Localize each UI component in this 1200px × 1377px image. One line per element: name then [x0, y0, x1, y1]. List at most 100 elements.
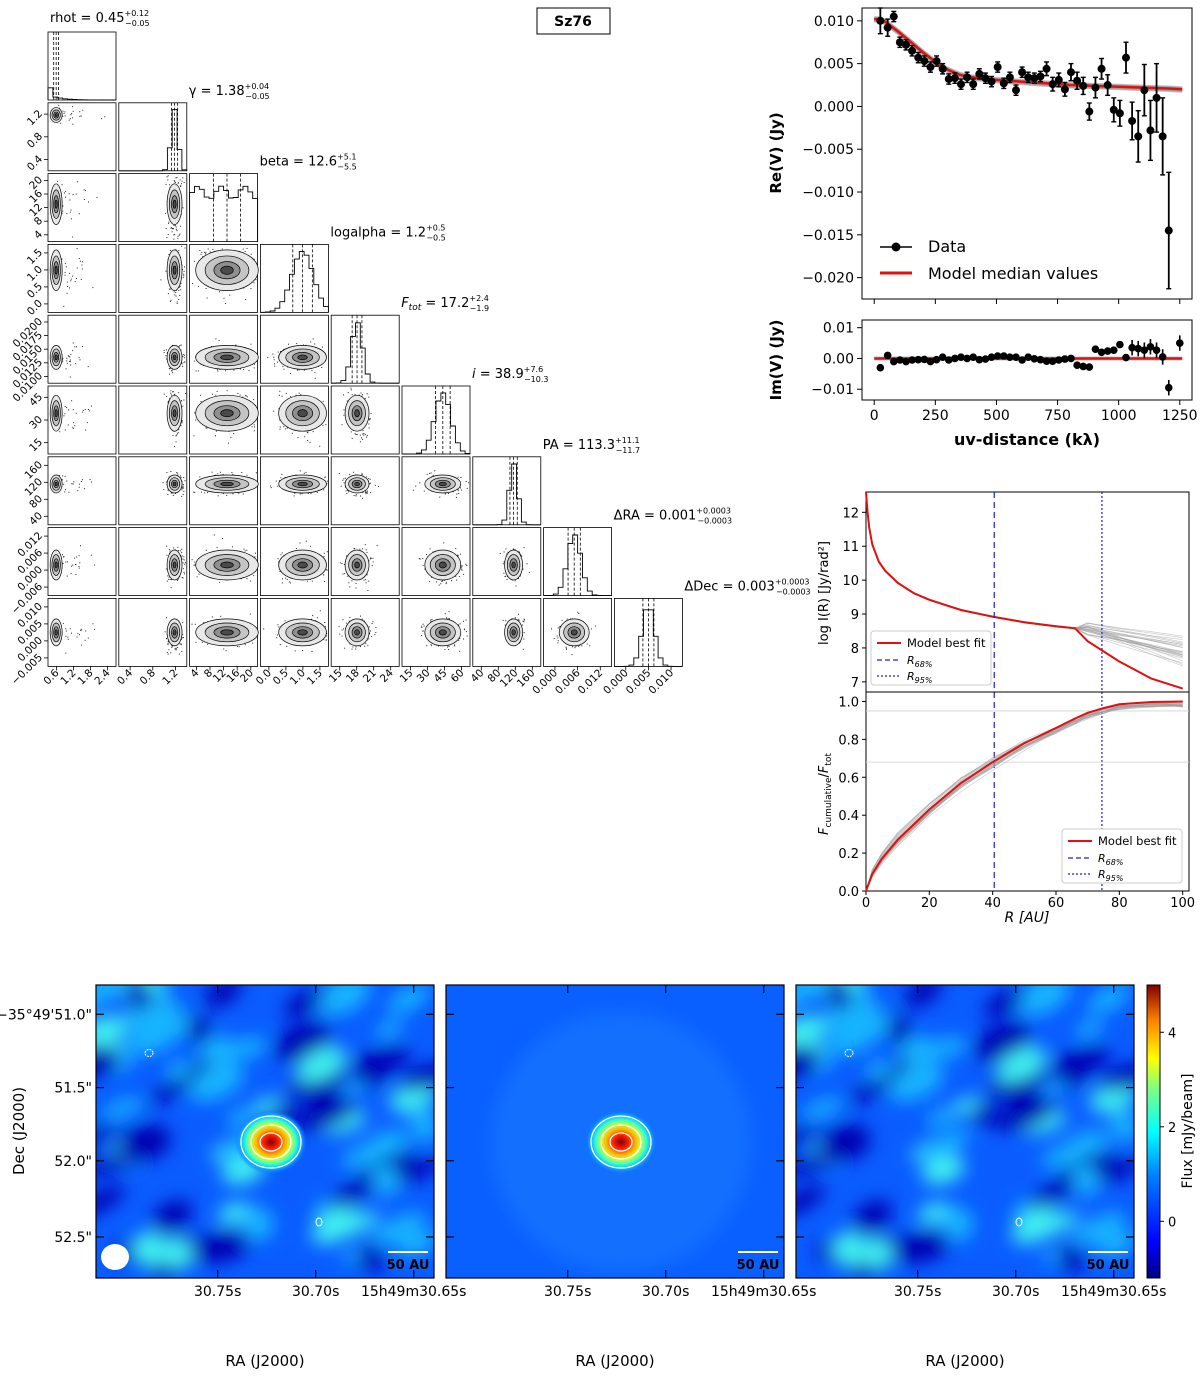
- sample-point: [82, 261, 83, 263]
- sample-point: [355, 648, 357, 650]
- sample-point: [174, 181, 176, 183]
- sample-point: [170, 227, 172, 229]
- sample-point: [183, 490, 185, 492]
- sample-point: [523, 632, 525, 634]
- sample-point: [298, 369, 300, 371]
- sample-point: [165, 228, 167, 230]
- sample-point: [183, 362, 185, 364]
- sample-point: [69, 376, 71, 378]
- sample-point: [412, 489, 414, 491]
- sample-point: [179, 179, 181, 181]
- sample-point: [295, 548, 297, 549]
- sample-point: [181, 421, 183, 423]
- sample-point: [165, 355, 167, 357]
- sample-point: [70, 218, 72, 220]
- figure-title-box: Sz76: [536, 7, 611, 35]
- sample-point: [430, 644, 432, 645]
- sample-point: [202, 256, 204, 258]
- sample-point: [460, 568, 462, 570]
- sample-point: [447, 617, 449, 619]
- sample-point: [249, 580, 251, 582]
- sample-point: [66, 407, 67, 409]
- sample-point: [62, 115, 64, 117]
- sample-point: [168, 221, 170, 223]
- sample-point: [456, 579, 458, 581]
- sample-point: [170, 390, 172, 392]
- sample-point: [325, 626, 326, 628]
- sample-point: [165, 349, 167, 351]
- sample-point: [80, 480, 82, 482]
- sample-point: [104, 116, 106, 118]
- sample-point: [360, 495, 361, 497]
- sample-point: [461, 569, 463, 571]
- sample-point: [466, 565, 468, 567]
- sample-point: [63, 556, 64, 558]
- sample-point: [305, 540, 307, 542]
- sample-point: [366, 393, 368, 395]
- sample-point: [361, 618, 363, 620]
- sample-point: [348, 582, 350, 584]
- sample-point: [342, 479, 344, 481]
- sample-point: [181, 245, 183, 247]
- sample-point: [220, 615, 222, 617]
- sample-point: [207, 492, 209, 494]
- sample-point: [326, 480, 328, 482]
- sample-point: [441, 581, 443, 582]
- sample-point: [325, 569, 327, 571]
- sample-point: [63, 415, 65, 417]
- sample-point: [73, 481, 75, 483]
- sample-point: [70, 573, 72, 574]
- sample-point: [441, 580, 443, 582]
- contour-level: [354, 409, 360, 418]
- sample-point: [346, 555, 347, 557]
- sample-point: [66, 357, 68, 359]
- sample-point: [255, 472, 257, 474]
- sample-point: [273, 356, 275, 358]
- histogram-3: [259, 250, 329, 313]
- sample-point: [249, 613, 251, 615]
- sample-point: [253, 363, 255, 365]
- sample-point: [253, 258, 255, 260]
- sample-point: [89, 410, 91, 412]
- sample-point: [280, 351, 282, 353]
- sample-point: [310, 341, 312, 343]
- sample-point: [176, 302, 178, 304]
- sample-point: [94, 564, 96, 566]
- sample-point: [279, 644, 281, 645]
- sample-point: [184, 563, 186, 565]
- sample-point: [444, 649, 446, 651]
- sample-point: [278, 394, 280, 396]
- sample-point: [238, 492, 240, 494]
- contour-level: [354, 561, 360, 569]
- sample-point: [182, 365, 184, 367]
- sample-point: [324, 622, 326, 623]
- sample-point: [66, 213, 68, 215]
- sample-point: [165, 568, 167, 570]
- sample-point: [74, 281, 76, 283]
- sample-point: [418, 558, 420, 559]
- sample-point: [62, 210, 64, 212]
- sample-point: [299, 542, 301, 544]
- sample-point: [63, 113, 65, 114]
- sample-point: [306, 432, 308, 434]
- sample-point: [355, 583, 357, 584]
- sample-point: [423, 490, 425, 492]
- sample-point: [302, 650, 304, 651]
- ytick-label: 0.0: [25, 298, 45, 318]
- param-title-6: PA = 113.3+11.1 −11.7: [543, 436, 640, 455]
- sample-point: [171, 370, 173, 372]
- sample-point: [305, 471, 307, 473]
- sample-point: [344, 647, 346, 649]
- sample-point: [71, 483, 73, 485]
- sample-point: [197, 370, 199, 372]
- sample-point: [360, 615, 361, 617]
- sample-point: [446, 617, 448, 619]
- sample-point: [68, 409, 70, 411]
- sample-point: [166, 545, 168, 547]
- xtick-label: 1.0: [288, 667, 308, 687]
- sample-point: [350, 387, 352, 389]
- sample-point: [179, 550, 181, 552]
- xtick-label: 18: [344, 667, 362, 685]
- sample-point: [299, 470, 301, 472]
- sample-point: [344, 477, 346, 479]
